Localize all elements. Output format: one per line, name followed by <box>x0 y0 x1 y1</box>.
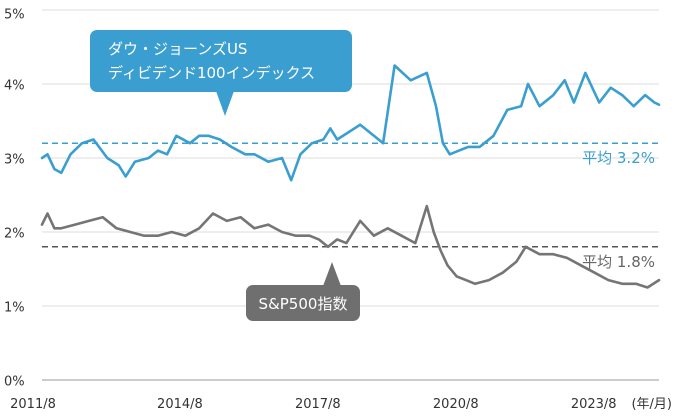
x-tick-label: 2011/8 <box>10 397 56 412</box>
y-tick-label: 0% <box>4 375 25 390</box>
callout-box <box>246 285 360 321</box>
callout-text: ダウ・ジョーンズUS <box>108 40 247 58</box>
x-tick-label: 2014/8 <box>157 397 203 412</box>
y-axis-labels: 0% 1% 2% 3% 4% 5% <box>4 8 25 390</box>
y-tick-label: 3% <box>4 153 25 168</box>
average-label: 平均 3.2% <box>582 149 655 167</box>
x-unit-label: (年/月) <box>631 397 672 412</box>
callout-pointer <box>216 91 234 116</box>
series-lines <box>40 64 661 289</box>
callout-pointer <box>323 262 341 286</box>
average-label: 平均 1.8% <box>582 253 655 271</box>
series-line <box>40 64 661 182</box>
series-line <box>40 204 661 289</box>
x-tick-label: 2017/8 <box>295 397 341 412</box>
x-axis-labels: 2011/8 2014/8 2017/8 2020/8 2023/8 (年/月) <box>10 397 672 412</box>
callouts: ダウ・ジョーンズUS ディビデンド100インデックス S&P500指数 <box>90 30 360 321</box>
y-tick-label: 4% <box>4 79 25 94</box>
x-tick-label: 2020/8 <box>433 397 479 412</box>
y-tick-label: 5% <box>4 8 25 23</box>
y-tick-label: 1% <box>4 301 25 316</box>
x-tick-label: 2023/8 <box>571 397 617 412</box>
callout-box <box>90 30 352 92</box>
callout-text: S&P500指数 <box>259 295 348 313</box>
y-tick-label: 2% <box>4 227 25 242</box>
average-lines: 平均 3.2% 平均 1.8% <box>42 142 659 271</box>
callout-text: ディビデンド100インデックス <box>108 64 315 82</box>
